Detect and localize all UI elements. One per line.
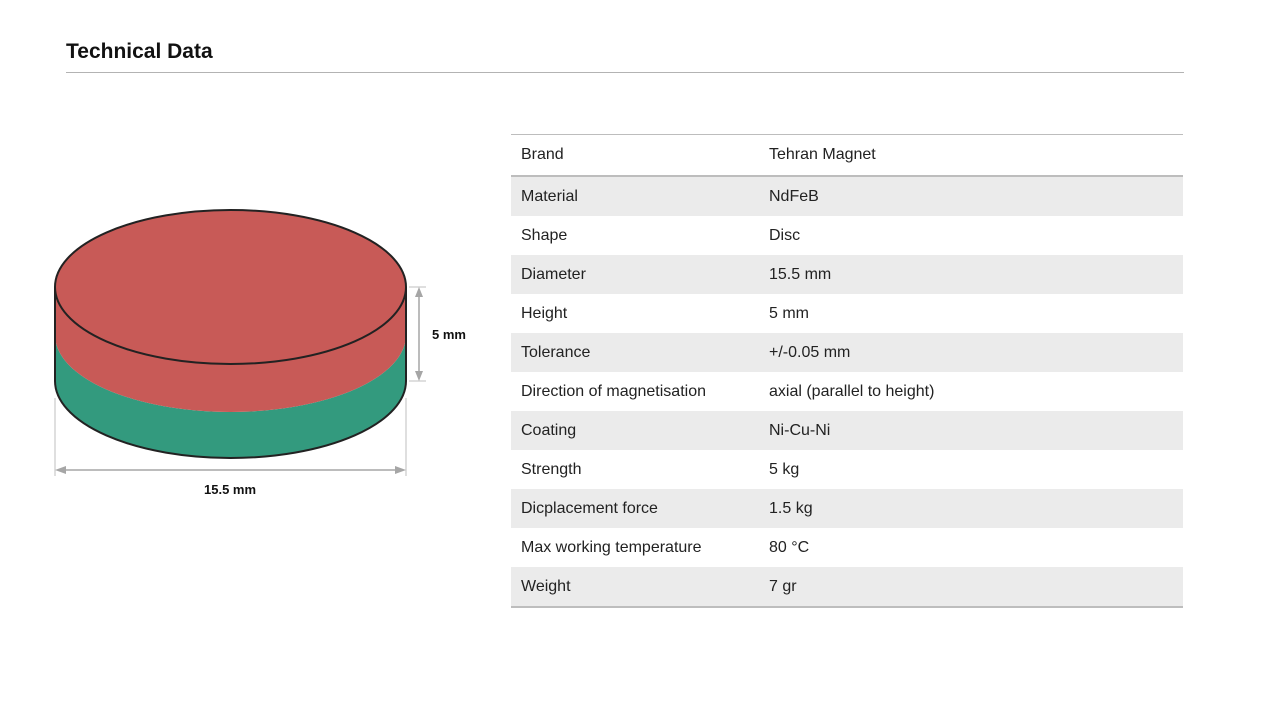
- spec-row-height: Height 5 mm: [511, 294, 1183, 333]
- diameter-dimension-label: 15.5 mm: [204, 482, 257, 497]
- spec-row-weight: Weight 7 gr: [511, 567, 1183, 606]
- spec-label: Direction of magnetisation: [521, 382, 706, 400]
- spec-row-max-temperature: Max working temperature 80 °C: [511, 528, 1183, 567]
- spec-label: Material: [521, 187, 578, 205]
- spec-value: 5 mm: [769, 304, 809, 322]
- height-arrow-bottom: [415, 371, 423, 381]
- spec-row-shape: Shape Disc: [511, 216, 1183, 255]
- spec-label: Brand: [521, 146, 564, 163]
- spec-table: Brand Tehran Magnet Material NdFeB Shape…: [511, 134, 1183, 608]
- spec-label: Dicplacement force: [521, 499, 658, 517]
- spec-row-magnetisation: Direction of magnetisation axial (parall…: [511, 372, 1183, 411]
- spec-row-strength: Strength 5 kg: [511, 450, 1183, 489]
- spec-value: 7 gr: [769, 577, 797, 595]
- spec-row-diameter: Diameter 15.5 mm: [511, 255, 1183, 294]
- spec-label: Tolerance: [521, 343, 591, 361]
- spec-value: NdFeB: [769, 187, 819, 205]
- spec-label: Shape: [521, 226, 568, 244]
- spec-row-tolerance: Tolerance +/-0.05 mm: [511, 333, 1183, 372]
- spec-label: Height: [521, 304, 568, 322]
- diameter-arrow-left: [55, 466, 66, 474]
- spec-row-material: Material NdFeB: [511, 177, 1183, 216]
- magnet-south-half: [55, 335, 406, 458]
- spec-label: Strength: [521, 460, 582, 478]
- spec-row-displacement-force: Dicplacement force 1.5 kg: [511, 489, 1183, 528]
- height-dimension-label: 5 mm: [432, 327, 466, 342]
- magnet-top-face: [54, 209, 407, 365]
- spec-value: Tehran Magnet: [769, 146, 876, 163]
- spec-value: 15.5 mm: [769, 265, 832, 283]
- spec-value: +/-0.05 mm: [769, 343, 851, 361]
- height-arrow-top: [415, 287, 423, 297]
- spec-value: 80 °C: [769, 538, 810, 556]
- spec-value: 5 kg: [769, 460, 800, 478]
- magnet-diagram: 5 mm 15.5 mm: [0, 0, 500, 720]
- spec-value: 1.5 kg: [769, 499, 813, 517]
- spec-label: Weight: [521, 577, 571, 595]
- title-divider: [66, 72, 1184, 73]
- magnet-disc-illustration: [54, 209, 426, 476]
- page-title: Technical Data: [66, 40, 213, 63]
- spec-label: Max working temperature: [521, 538, 702, 556]
- spec-value: Ni-Cu-Ni: [769, 421, 831, 439]
- magnet-outline: [54, 287, 407, 459]
- spec-row-brand: Brand Tehran Magnet: [511, 135, 1183, 177]
- spec-value: Disc: [769, 226, 801, 244]
- spec-row-coating: Coating Ni-Cu-Ni: [511, 411, 1183, 450]
- spec-value: axial (parallel to height): [769, 382, 935, 400]
- spec-label: Coating: [521, 421, 577, 439]
- diameter-arrow-right: [395, 466, 406, 474]
- spec-label: Diameter: [521, 265, 586, 283]
